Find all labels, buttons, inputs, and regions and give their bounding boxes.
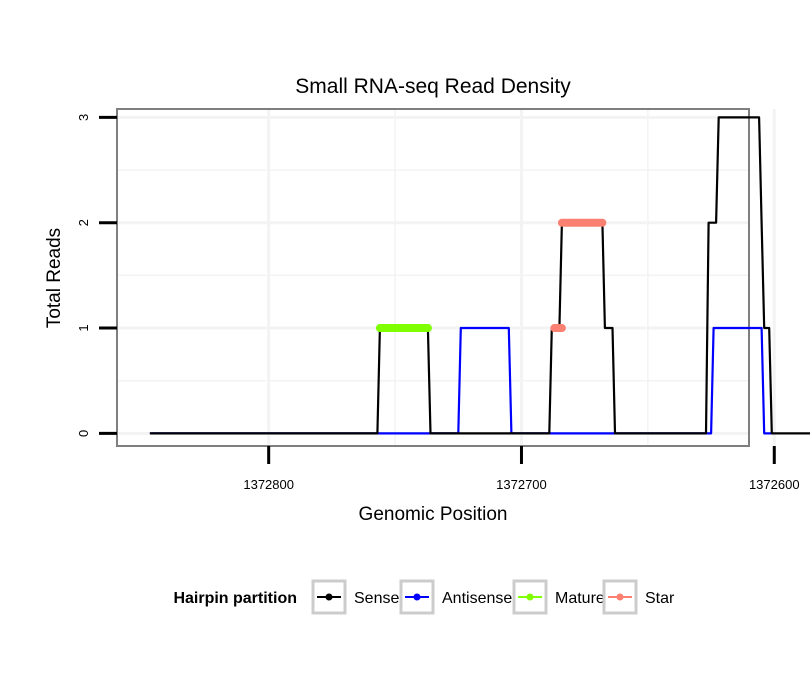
x-tick-label: 1372800 (243, 477, 294, 492)
legend-key-point (616, 593, 624, 601)
legend: Hairpin partition Sense Antisense Mature St… (173, 579, 675, 615)
legend-label: Star (645, 590, 675, 607)
y-tick-label: 1 (76, 324, 91, 331)
legend-entry-star: Star (602, 579, 675, 615)
series-layer (149, 116, 810, 435)
legend-key-point (325, 593, 333, 601)
legend-key-point (413, 593, 421, 601)
legend-key-point (526, 593, 534, 601)
y-tick-label: 3 (76, 114, 91, 121)
series-line-antisense (149, 326, 772, 435)
legend-entry-mature: Mature (512, 579, 605, 615)
legend-entries: Sense Antisense Mature Star (311, 579, 675, 615)
x-axis-label: Genomic Position (359, 504, 508, 525)
y-tick-label: 2 (76, 219, 91, 226)
x-axis: 1372800 1372700 1372600 (243, 446, 800, 492)
x-tick-label: 1372700 (496, 477, 547, 492)
x-tick-label: 1372600 (749, 477, 800, 492)
legend-entry-antisense: Antisense (399, 579, 512, 615)
plot-panel-border (116, 108, 750, 447)
legend-entry-sense: Sense (311, 579, 399, 615)
legend-title: Hairpin partition (173, 590, 297, 607)
y-axis: 0 1 2 3 (76, 114, 117, 437)
legend-label: Mature (555, 590, 605, 607)
y-tick-label: 0 (76, 430, 91, 437)
plot-panel-background (117, 109, 749, 446)
legend-label: Sense (354, 590, 399, 607)
series-line-sense (149, 116, 810, 435)
chart-title: Small RNA-seq Read Density (295, 75, 571, 98)
segment-layer (375, 218, 607, 333)
legend-label: Antisense (442, 590, 512, 607)
y-axis-label: Total Reads (44, 228, 65, 328)
grid-lines (117, 109, 776, 446)
